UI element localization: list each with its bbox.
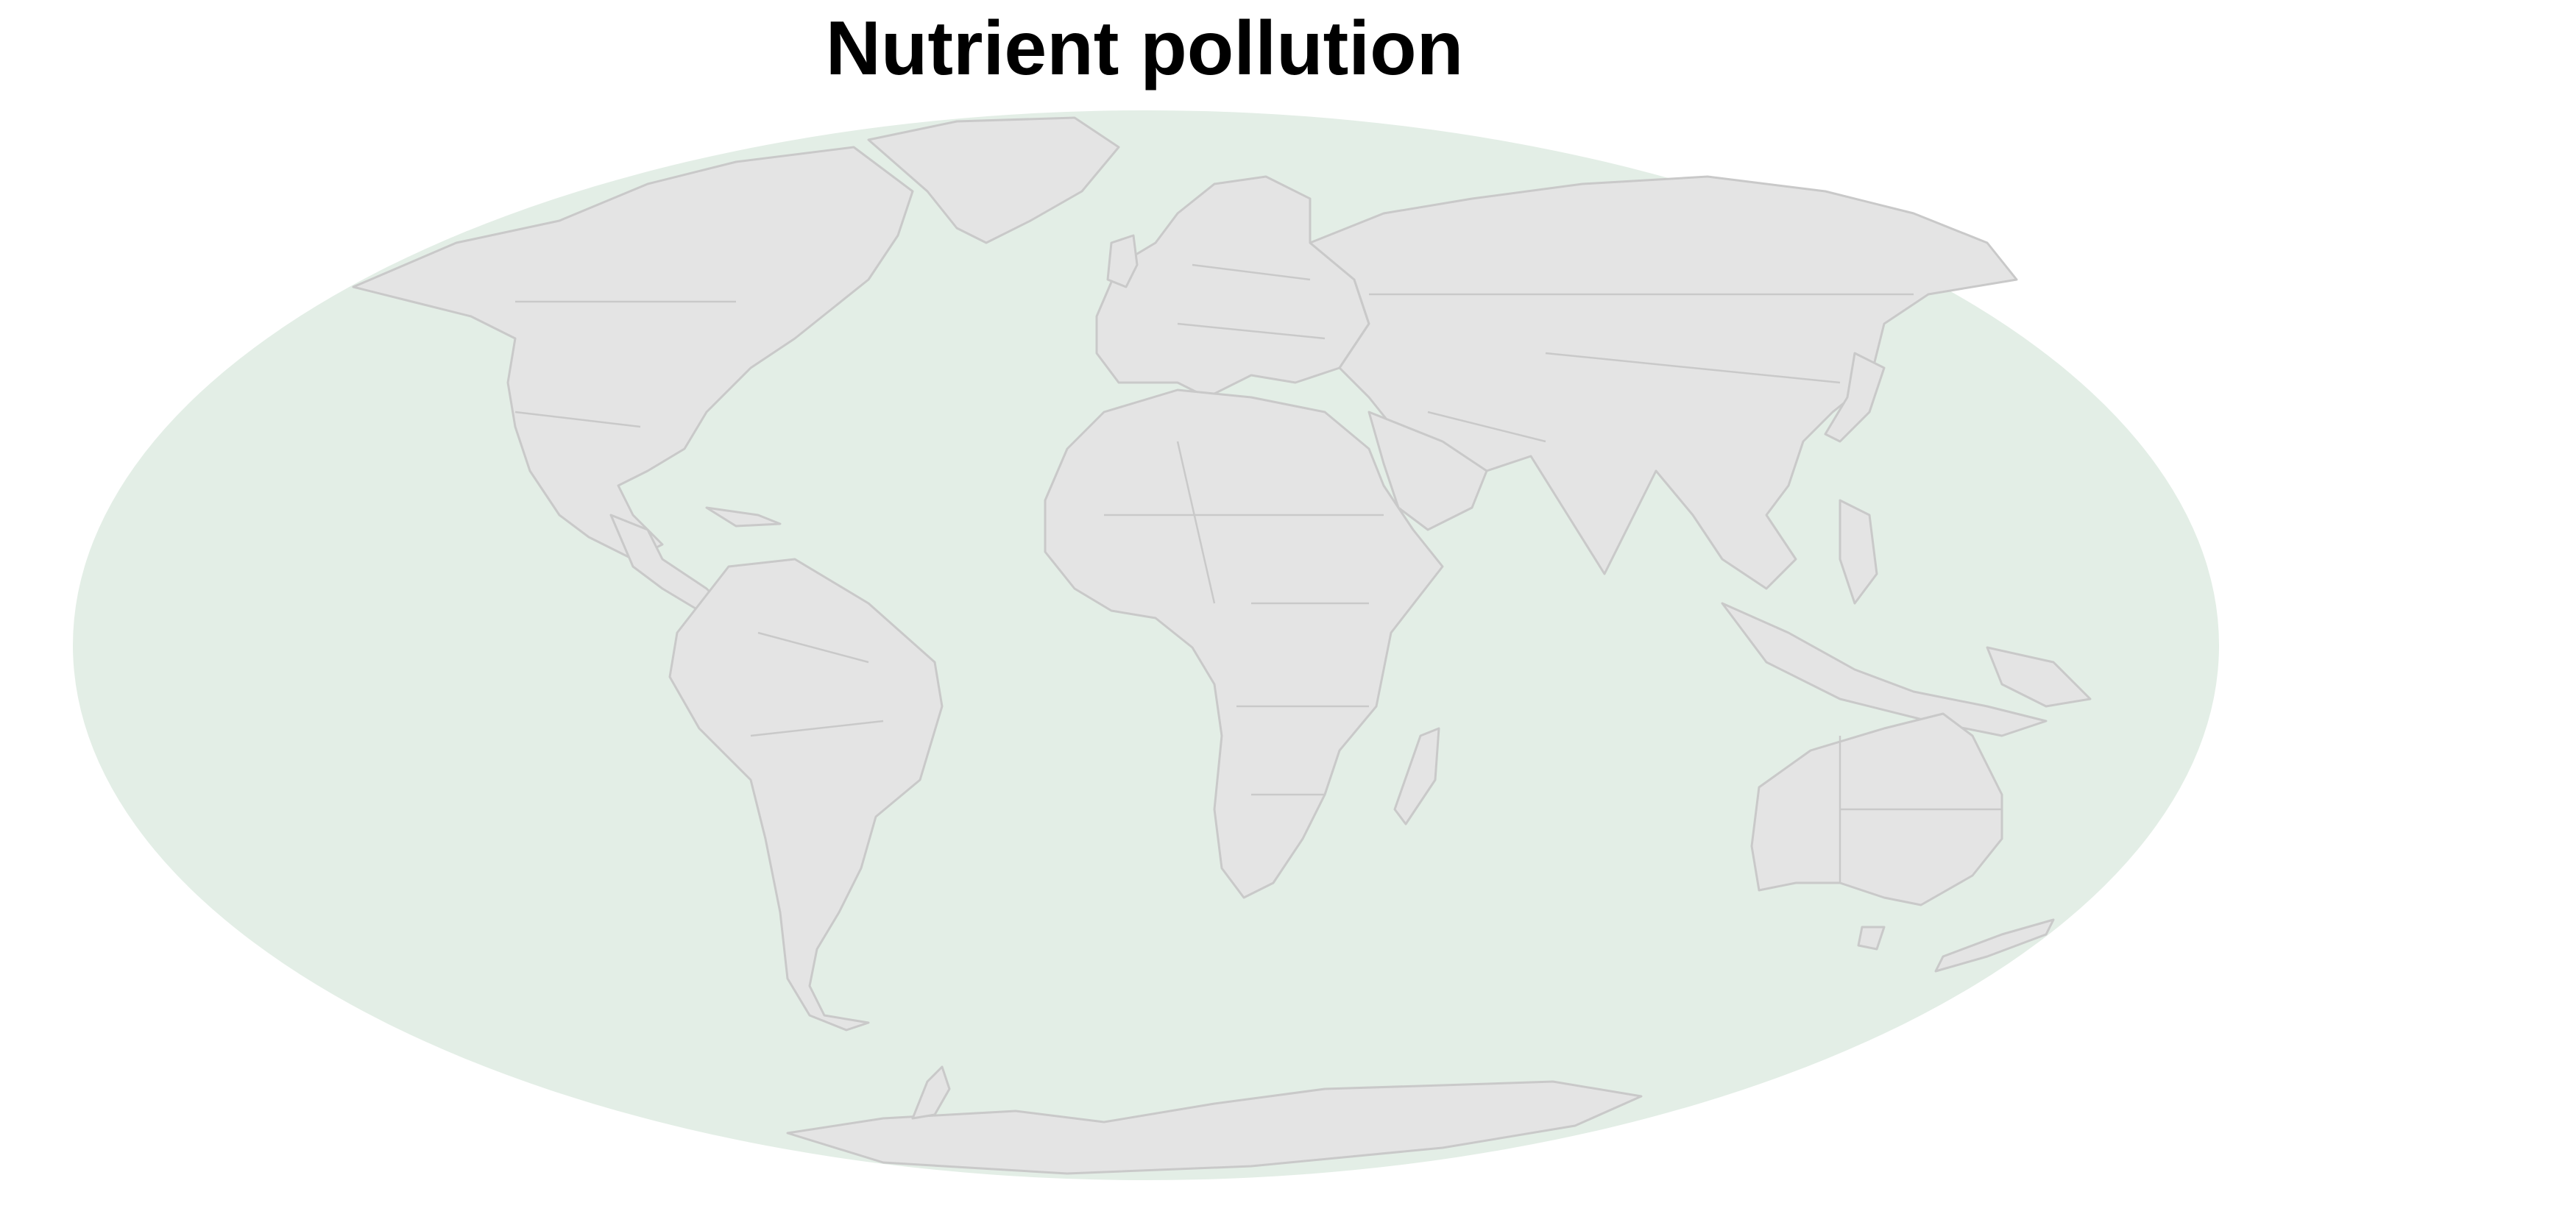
border-line <box>1177 322 1326 340</box>
japan <box>1824 352 1886 443</box>
uk <box>1106 234 1139 288</box>
landmasses <box>352 116 2092 1175</box>
africa <box>1044 388 1444 899</box>
border-line <box>750 720 884 737</box>
arabian-peninsula <box>1367 411 1488 531</box>
north-america <box>352 146 914 561</box>
madagascar <box>1393 727 1440 826</box>
cuba <box>705 506 782 528</box>
new-zealand <box>1934 918 2055 973</box>
antarctica <box>786 1080 1643 1175</box>
greenland <box>867 116 1120 244</box>
border-line <box>1427 411 1546 443</box>
philippines <box>1839 499 1878 605</box>
border-line <box>1545 352 1841 384</box>
country-borders <box>514 263 2002 883</box>
border-line <box>1192 263 1311 281</box>
indonesia <box>1721 602 2048 737</box>
map-title: Nutrient pollution <box>825 6 1464 91</box>
south-america <box>668 558 944 1032</box>
border-line <box>757 631 869 664</box>
antarctic-peninsula <box>911 1065 951 1120</box>
border-line <box>514 411 641 428</box>
tasmania <box>1857 926 1886 951</box>
border-line <box>1176 441 1216 604</box>
new-guinea <box>1986 646 2092 708</box>
